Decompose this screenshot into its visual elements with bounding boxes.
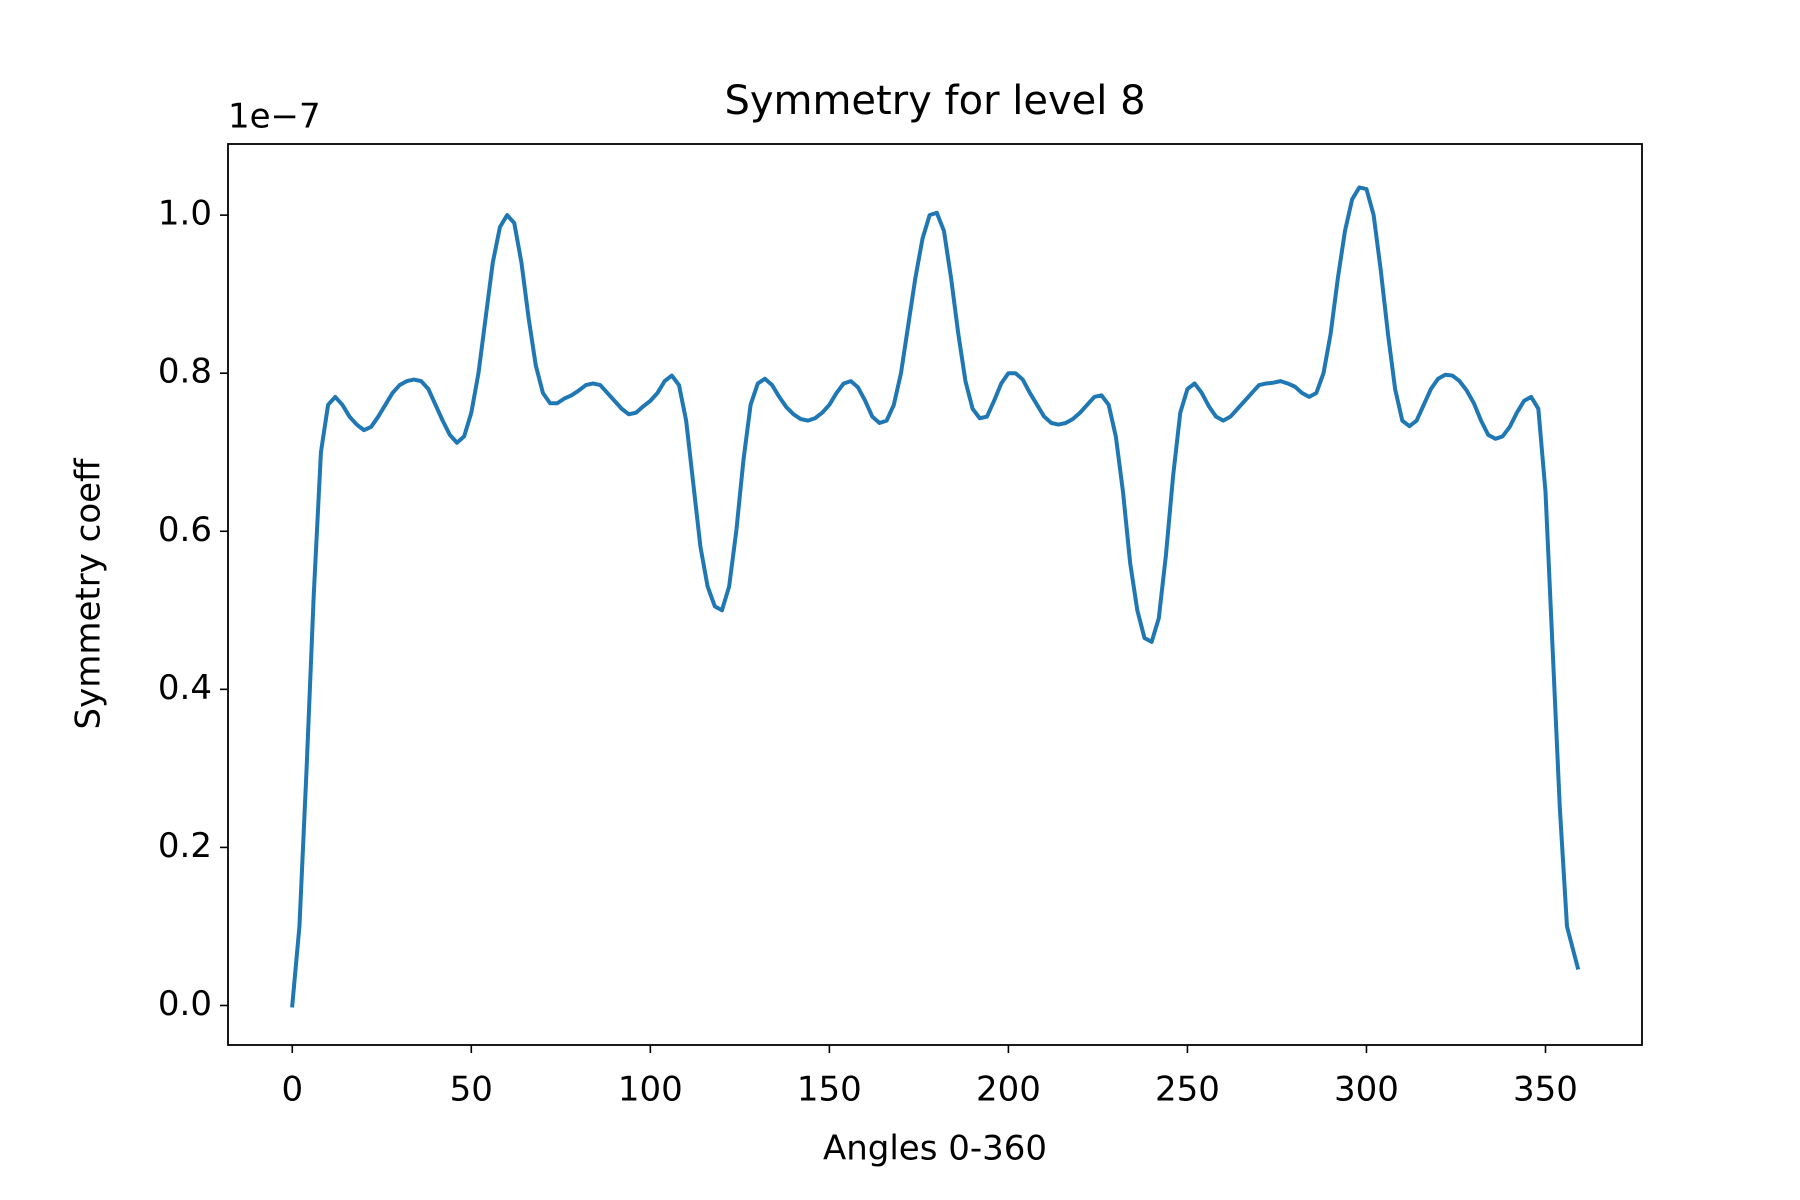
y-tick-label: 0.4 [158, 668, 212, 708]
x-tick-label: 250 [1155, 1070, 1220, 1110]
y-offset-label: 1e−7 [228, 97, 321, 137]
y-tick-label: 0.6 [158, 510, 212, 550]
x-tick-label: 50 [450, 1070, 493, 1110]
y-tick-label: 1.0 [158, 194, 212, 234]
y-tick-label: 0.2 [158, 826, 212, 866]
plot-frame [227, 143, 1643, 1046]
data-line [290, 185, 1581, 1008]
x-tick-label: 0 [281, 1070, 303, 1110]
x-tick-label: 300 [1334, 1070, 1399, 1110]
y-tick-label: 0.8 [158, 352, 212, 392]
x-tick-label: 350 [1513, 1070, 1578, 1110]
x-tick-label: 100 [618, 1070, 683, 1110]
x-tick-label: 200 [976, 1070, 1041, 1110]
y-axis-label: Symmetry coeff [69, 457, 109, 730]
chart-title: Symmetry for level 8 [724, 78, 1145, 124]
x-tick-label: 150 [797, 1070, 862, 1110]
x-axis-label: Angles 0-360 [823, 1129, 1047, 1169]
y-tick-label: 0.0 [158, 984, 212, 1024]
